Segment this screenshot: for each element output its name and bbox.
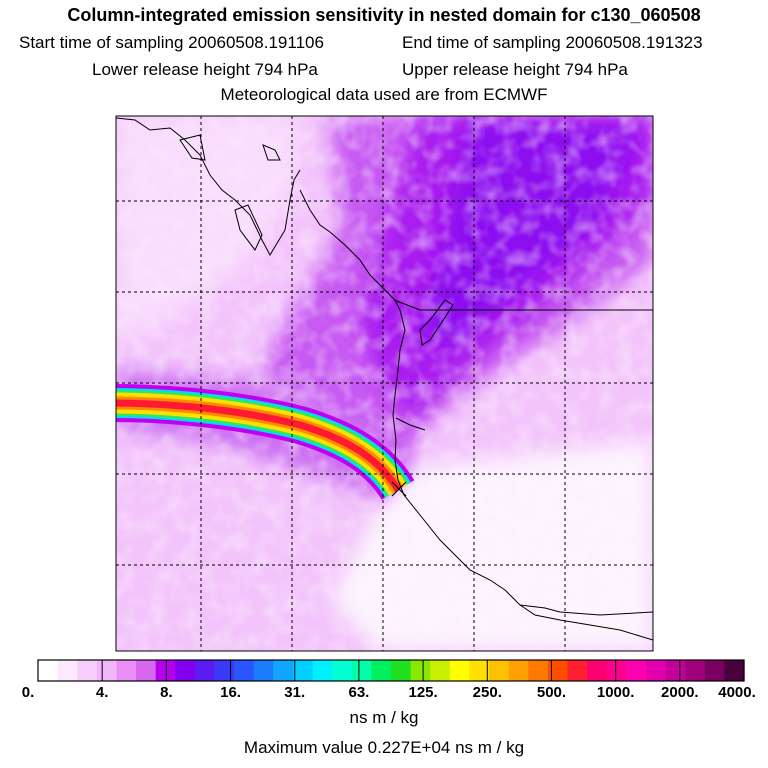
maximum-value-label: Maximum value 0.227E+04 ns m / kg [243, 738, 525, 757]
colorbar-swatch [391, 660, 412, 681]
colorbar-swatch [665, 660, 686, 681]
colorbar-swatch [645, 660, 667, 681]
colorbar-swatch [253, 660, 274, 681]
colorbar-swatch [292, 660, 314, 681]
colorbar-tick-label: 0. [21, 684, 35, 701]
colorbar-tick-label: 4000. [718, 684, 756, 701]
colorbar-tick-label: 250. [472, 684, 502, 701]
colorbar-swatch [704, 660, 725, 681]
colorbar [38, 660, 745, 681]
colorbar-swatch [724, 660, 745, 681]
colorbar-swatch [351, 660, 372, 681]
colorbar-swatch [96, 660, 118, 681]
colorbar-tick-label: 125. [408, 684, 438, 701]
emission-plume [116, 384, 415, 501]
colorbar-swatch [38, 660, 59, 681]
colorbar-swatch [547, 660, 569, 681]
colorbar-swatch [410, 660, 431, 681]
colorbar-swatch [214, 660, 235, 681]
release-point-marker [391, 481, 407, 497]
colorbar-swatch [273, 660, 294, 681]
colorbar-swatch [489, 660, 510, 681]
colorbar-swatch [77, 660, 98, 681]
colorbar-swatch [685, 660, 706, 681]
upper-release-height-label: Upper release height 794 hPa [402, 60, 628, 79]
map-frame [115, 115, 654, 652]
colorbar-swatch [371, 660, 392, 681]
colorbar-tick-label: 8. [160, 684, 173, 701]
colorbar-swatch [234, 660, 255, 681]
colorbar-swatch [332, 660, 353, 681]
colorbar-swatch [449, 660, 471, 681]
colorbar-swatch [606, 660, 627, 681]
colorbar-swatch [116, 660, 137, 681]
colorbar-swatch [430, 660, 451, 681]
colorbar-swatch [57, 660, 78, 681]
colorbar-swatch [567, 660, 588, 681]
colorbar-swatch [312, 660, 333, 681]
colorbar-tick-label: 16. [220, 684, 241, 701]
colorbar-swatch [508, 660, 529, 681]
colorbar-frame [37, 659, 745, 682]
colorbar-swatch [528, 660, 549, 681]
lat-lon-grid [116, 116, 653, 651]
lower-release-height-label: Lower release height 794 hPa [92, 60, 318, 79]
colorbar-swatch [155, 660, 176, 681]
sensitivity-field [116, 116, 653, 651]
colorbar-swatch [136, 660, 157, 681]
colorbar-swatch [194, 660, 216, 681]
colorbar-tick-label: 2000. [661, 684, 699, 701]
coastlines [116, 117, 653, 641]
colorbar-tick-label: 500. [536, 684, 567, 701]
colorbar-unit-label: ns m / kg [349, 708, 419, 727]
colorbar-swatch [175, 660, 196, 681]
colorbar-swatch [587, 660, 608, 681]
colorbar-tick-label: 1000. [596, 684, 635, 701]
plot-title: Column-integrated emission sensitivity i… [67, 5, 701, 25]
end-time-label: End time of sampling 20060508.191323 [402, 33, 703, 52]
colorbar-tick-label: 31. [284, 684, 306, 701]
start-time-label: Start time of sampling 20060508.191106 [19, 33, 324, 52]
colorbar-tick-label: 63. [348, 684, 370, 701]
colorbar-swatch [626, 660, 647, 681]
colorbar-tick-label: 4. [95, 684, 109, 701]
met-data-label: Meteorological data used are from ECMWF [220, 85, 548, 104]
colorbar-swatch [469, 660, 490, 681]
